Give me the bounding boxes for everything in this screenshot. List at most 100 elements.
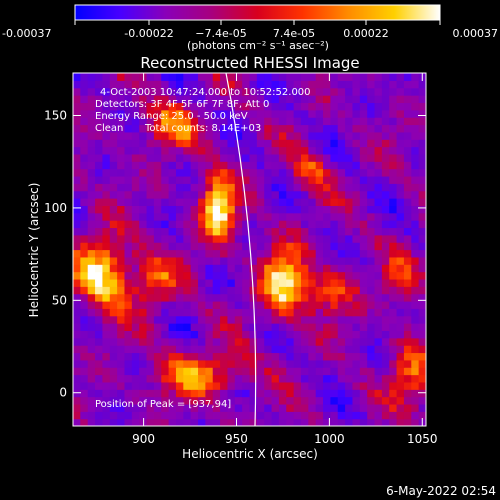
heatmap-cell <box>389 205 398 214</box>
heatmap-cell <box>95 227 104 236</box>
heatmap-cell <box>80 168 89 177</box>
heatmap-cell <box>330 124 339 133</box>
heatmap-cell <box>389 271 398 280</box>
x-tick-label: 950 <box>225 432 248 446</box>
heatmap-cell <box>220 308 229 317</box>
heatmap-cell <box>124 109 133 118</box>
heatmap-cell <box>95 396 104 405</box>
heatmap-cell <box>139 153 148 162</box>
heatmap-cell <box>359 330 368 339</box>
heatmap-cell <box>73 330 81 339</box>
heatmap-cell <box>146 337 155 346</box>
heatmap-cell <box>80 359 89 368</box>
heatmap-cell <box>175 396 184 405</box>
heatmap-cell <box>168 381 177 390</box>
heatmap-cell <box>315 293 324 302</box>
heatmap-cell <box>212 396 221 405</box>
heatmap-cell <box>264 117 273 126</box>
heatmap-cell <box>80 73 89 81</box>
heatmap-cell <box>337 323 346 331</box>
heatmap-cell <box>153 396 162 405</box>
heatmap-cell <box>396 95 405 104</box>
heatmap-cell <box>227 205 236 214</box>
heatmap-cell <box>153 109 162 118</box>
heatmap-cell <box>286 396 295 405</box>
heatmap-cell <box>249 374 258 383</box>
heatmap-cell <box>227 198 236 206</box>
heatmap-cell <box>131 352 140 361</box>
heatmap-cell <box>286 124 295 133</box>
heatmap-cell <box>381 220 390 229</box>
heatmap-cell <box>198 359 206 368</box>
heatmap-cell <box>300 352 309 361</box>
heatmap-cell <box>300 161 309 170</box>
heatmap-cell <box>286 278 295 287</box>
heatmap-cell <box>234 374 243 383</box>
heatmap-cell <box>220 161 229 170</box>
heatmap-cell <box>271 418 280 426</box>
heatmap-cell <box>80 308 89 317</box>
heatmap-cell <box>403 249 412 258</box>
heatmap-cell <box>337 367 346 376</box>
heatmap-cell <box>146 212 155 221</box>
heatmap-cell <box>205 323 214 331</box>
heatmap-cell <box>352 146 361 155</box>
heatmap-cell <box>161 308 170 317</box>
heatmap-cell <box>396 227 405 236</box>
heatmap-cell <box>337 337 346 346</box>
heatmap-cell <box>183 168 192 177</box>
heatmap-cell <box>264 300 273 309</box>
heatmap-cell <box>161 403 170 412</box>
heatmap-cell <box>352 256 361 265</box>
heatmap-cell <box>403 308 412 317</box>
heatmap-cell <box>102 411 111 420</box>
heatmap-cell <box>411 411 420 420</box>
heatmap-cell <box>146 168 155 177</box>
heatmap-cell <box>102 109 111 118</box>
heatmap-cell <box>374 73 383 81</box>
heatmap-cell <box>396 418 405 426</box>
heatmap-cell <box>146 146 155 155</box>
heatmap-cell <box>109 359 118 368</box>
heatmap-cell <box>403 139 412 148</box>
heatmap-cell <box>175 330 184 339</box>
heatmap-cell <box>212 300 221 309</box>
heatmap-cell <box>95 117 104 126</box>
heatmap-cell <box>131 374 140 383</box>
heatmap-cell <box>374 117 383 126</box>
heatmap-cell <box>198 234 206 243</box>
heatmap-cell <box>87 286 96 295</box>
heatmap-cell <box>139 102 148 111</box>
heatmap-cell <box>271 249 280 258</box>
heatmap-cell <box>367 345 376 354</box>
heatmap-cell <box>411 403 420 412</box>
heatmap-cell <box>264 323 273 331</box>
heatmap-cell <box>315 278 324 287</box>
heatmap-cell <box>411 367 420 376</box>
heatmap-cell <box>411 198 420 206</box>
heatmap-cell <box>256 330 265 339</box>
heatmap-cell <box>131 286 140 295</box>
heatmap-cell <box>139 293 148 302</box>
heatmap-cell <box>227 109 236 118</box>
heatmap-cell <box>367 139 376 148</box>
heatmap-cell <box>124 117 133 126</box>
heatmap-cell <box>278 367 287 376</box>
heatmap-cell <box>403 264 412 273</box>
heatmap-cell <box>117 146 126 155</box>
heatmap-cell <box>205 300 214 309</box>
heatmap-cell <box>403 234 412 243</box>
heatmap-cell <box>87 220 96 229</box>
heatmap-cell <box>396 234 405 243</box>
heatmap-cell <box>300 418 309 426</box>
heatmap-cell <box>190 102 199 111</box>
heatmap-cell <box>205 109 214 118</box>
heatmap-cell <box>212 190 221 199</box>
heatmap-cell <box>352 278 361 287</box>
heatmap-cell <box>183 124 192 133</box>
heatmap-cell <box>308 168 317 177</box>
heatmap-cell <box>124 234 133 243</box>
heatmap-cell <box>161 359 170 368</box>
heatmap-cell <box>293 131 302 140</box>
heatmap-cell <box>139 359 148 368</box>
